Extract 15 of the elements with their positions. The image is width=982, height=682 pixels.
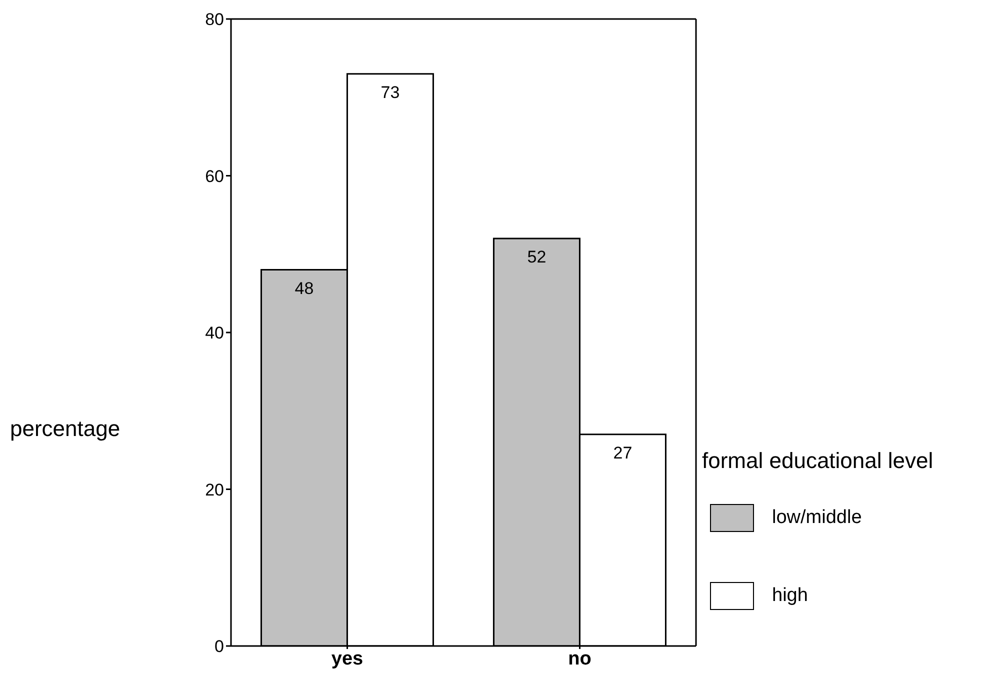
x-tick-label: no <box>568 648 592 670</box>
data-label: 48 <box>294 278 314 298</box>
legend-title: formal educational level <box>702 448 934 474</box>
x-tick-label: yes <box>331 648 364 670</box>
y-axis-title: percentage <box>10 416 120 442</box>
y-tick-label: 60 <box>205 166 224 186</box>
y-tick-label: 20 <box>205 480 224 500</box>
legend-label: low/middle <box>772 507 862 529</box>
data-label: 73 <box>380 82 400 102</box>
legend-label: high <box>772 585 808 607</box>
data-label: 52 <box>527 248 546 267</box>
y-tick-label: 80 <box>205 10 224 30</box>
y-tick-label: 40 <box>205 324 224 343</box>
y-tick-label: 0 <box>214 637 224 656</box>
data-label: 27 <box>613 443 632 462</box>
